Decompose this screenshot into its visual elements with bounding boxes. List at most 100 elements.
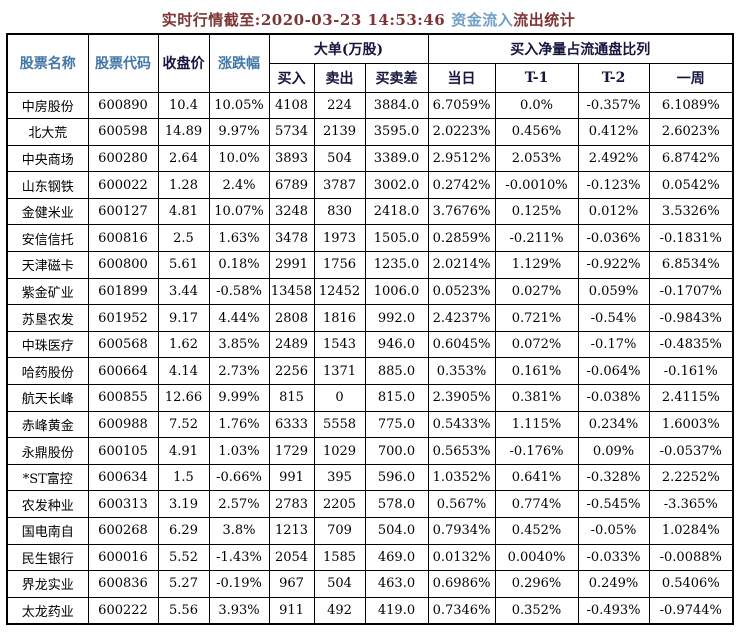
stock-code-cell[interactable]: 600127: [87, 197, 159, 226]
stock-code-cell[interactable]: 600105: [87, 437, 159, 465]
header-buy-sell-diff: 买卖差: [364, 62, 429, 93]
stock-code-cell[interactable]: 600222: [87, 596, 159, 625]
ratio-today-cell: 0.6986%: [427, 570, 496, 598]
header-buy: 买入: [268, 62, 315, 93]
stock-name-cell[interactable]: 天津磁卡: [6, 251, 89, 279]
close-price-cell: 1.28: [157, 171, 210, 199]
ratio-t1-cell: 0.774%: [494, 490, 579, 518]
ratio-week-cell: 0.0542%: [648, 171, 734, 199]
table-row[interactable]: 中房股份 600890 10.4 10.05% 4108 224 3884.0 …: [6, 91, 734, 120]
stock-name-cell[interactable]: 界龙实业: [6, 570, 89, 598]
buy-sell-diff-cell: 469.0: [364, 543, 429, 572]
table-row[interactable]: 中珠医疗 600568 1.62 3.85% 2489 1543 946.0 0…: [6, 330, 734, 359]
table-row[interactable]: 航天长峰 600855 12.66 9.99% 815 0 815.0 2.39…: [6, 384, 734, 412]
stock-code-cell[interactable]: 600836: [87, 570, 159, 598]
ratio-today-cell: 0.2859%: [427, 224, 496, 253]
stock-name-cell[interactable]: 紫金矿业: [6, 277, 89, 306]
table-row[interactable]: 紫金矿业 601899 3.44 -0.58% 13458 12452 1006…: [6, 277, 734, 306]
ratio-t2-cell: -0.54%: [577, 304, 650, 332]
stock-name-cell[interactable]: 永鼎股份: [6, 437, 89, 465]
ratio-t2-cell: 0.249%: [577, 570, 650, 598]
table-row[interactable]: 赤峰黄金 600988 7.52 1.76% 6333 5558 775.0 0…: [6, 410, 734, 439]
stock-code-cell[interactable]: 600022: [87, 171, 159, 199]
stock-name-cell[interactable]: 民生银行: [6, 543, 89, 572]
ratio-week-cell: 6.8742%: [648, 144, 734, 173]
buy-volume-cell: 991: [268, 463, 315, 492]
stock-code-cell[interactable]: 600598: [87, 118, 159, 146]
buy-sell-diff-cell: 700.0: [364, 437, 429, 465]
ratio-today-cell: 0.353%: [427, 357, 496, 386]
sell-volume-cell: 1585: [313, 543, 366, 572]
stock-code-cell[interactable]: 600634: [87, 463, 159, 492]
table-row[interactable]: 山东钢铁 600022 1.28 2.4% 6789 3787 3002.0 0…: [6, 171, 734, 199]
stock-name-cell[interactable]: 哈药股份: [6, 357, 89, 386]
stock-table: 股票名称 股票代码 收盘价 涨跌幅 大单(万股) 买入净量占流通盘比列 买入 卖…: [6, 33, 735, 625]
stock-name-cell[interactable]: 国电南自: [6, 517, 89, 545]
stock-code-cell[interactable]: 601899: [87, 277, 159, 306]
table-row[interactable]: 太龙药业 600222 5.56 3.93% 911 492 419.0 0.7…: [6, 596, 734, 625]
stock-name-cell[interactable]: 中珠医疗: [6, 330, 89, 359]
stock-name-cell[interactable]: 山东钢铁: [6, 171, 89, 199]
stock-code-cell[interactable]: 600800: [87, 251, 159, 279]
table-row[interactable]: *ST富控 600634 1.5 -0.66% 991 395 596.0 1.…: [6, 463, 734, 492]
stock-name-cell[interactable]: 中房股份: [6, 91, 89, 120]
ratio-t2-cell: -0.064%: [577, 357, 650, 386]
stock-name-cell[interactable]: 苏垦农发: [6, 304, 89, 332]
stock-code-cell[interactable]: 600313: [87, 490, 159, 518]
stock-code-cell[interactable]: 600568: [87, 330, 159, 359]
stock-code-cell[interactable]: 600816: [87, 224, 159, 253]
ratio-t1-cell: 0.456%: [494, 118, 579, 146]
stock-code-cell[interactable]: 600664: [87, 357, 159, 386]
sell-volume-cell: 504: [313, 144, 366, 173]
change-pct-cell: 1.76%: [208, 410, 270, 439]
table-row[interactable]: 界龙实业 600836 5.27 -0.19% 967 504 463.0 0.…: [6, 570, 734, 598]
stock-code-cell[interactable]: 601952: [87, 304, 159, 332]
stock-code-cell[interactable]: 600268: [87, 517, 159, 545]
change-pct-cell: 3.93%: [208, 596, 270, 625]
change-pct-cell: 1.03%: [208, 437, 270, 465]
close-price-cell: 4.14: [157, 357, 210, 386]
stock-name-cell[interactable]: 农发种业: [6, 490, 89, 518]
stock-code-cell[interactable]: 600988: [87, 410, 159, 439]
change-pct-cell: 3.8%: [208, 517, 270, 545]
stock-name-cell[interactable]: *ST富控: [6, 463, 89, 492]
stock-name-cell[interactable]: 航天长峰: [6, 384, 89, 412]
stock-code-cell[interactable]: 600280: [87, 144, 159, 173]
stock-code-cell[interactable]: 600855: [87, 384, 159, 412]
stock-name-cell[interactable]: 赤峰黄金: [6, 410, 89, 439]
ratio-week-cell: 6.8534%: [648, 251, 734, 279]
stock-code-cell[interactable]: 600016: [87, 543, 159, 572]
table-row[interactable]: 安信信托 600816 2.5 1.63% 3478 1973 1505.0 0…: [6, 224, 734, 253]
buy-sell-diff-cell: 463.0: [364, 570, 429, 598]
table-row[interactable]: 国电南自 600268 6.29 3.8% 1213 709 504.0 0.7…: [6, 517, 734, 545]
ratio-today-cell: 0.0132%: [427, 543, 496, 572]
stock-name-cell[interactable]: 北大荒: [6, 118, 89, 146]
close-price-cell: 14.89: [157, 118, 210, 146]
header-today: 当日: [427, 62, 496, 93]
table-row[interactable]: 金健米业 600127 4.81 10.07% 3248 830 2418.0 …: [6, 197, 734, 226]
table-row[interactable]: 天津磁卡 600800 5.61 0.18% 2991 1756 1235.0 …: [6, 251, 734, 279]
buy-sell-diff-cell: 596.0: [364, 463, 429, 492]
buy-volume-cell: 815: [268, 384, 315, 412]
table-row[interactable]: 民生银行 600016 5.52 -1.43% 2054 1585 469.0 …: [6, 543, 734, 572]
buy-sell-diff-cell: 775.0: [364, 410, 429, 439]
table-row[interactable]: 中央商场 600280 2.64 10.0% 3893 504 3389.0 2…: [6, 144, 734, 173]
sell-volume-cell: 12452: [313, 277, 366, 306]
stock-name-cell[interactable]: 安信信托: [6, 224, 89, 253]
stock-name-cell[interactable]: 太龙药业: [6, 596, 89, 625]
stock-code-cell[interactable]: 600890: [87, 91, 159, 120]
table-row[interactable]: 永鼎股份 600105 4.91 1.03% 1729 1029 700.0 0…: [6, 437, 734, 465]
header-close-price: 收盘价: [157, 33, 210, 93]
table-row[interactable]: 苏垦农发 601952 9.17 4.44% 2808 1816 992.0 2…: [6, 304, 734, 332]
buy-volume-cell: 2991: [268, 251, 315, 279]
stock-name-cell[interactable]: 金健米业: [6, 197, 89, 226]
header-t2: T-2: [577, 62, 650, 93]
header-change-pct: 涨跌幅: [208, 33, 270, 93]
buy-sell-diff-cell: 1505.0: [364, 224, 429, 253]
table-row[interactable]: 农发种业 600313 3.19 2.57% 2783 2205 578.0 0…: [6, 490, 734, 518]
buy-sell-diff-cell: 1235.0: [364, 251, 429, 279]
close-price-cell: 3.44: [157, 277, 210, 306]
table-row[interactable]: 哈药股份 600664 4.14 2.73% 2256 1371 885.0 0…: [6, 357, 734, 386]
table-row[interactable]: 北大荒 600598 14.89 9.97% 5734 2139 3595.0 …: [6, 118, 734, 146]
stock-name-cell[interactable]: 中央商场: [6, 144, 89, 173]
